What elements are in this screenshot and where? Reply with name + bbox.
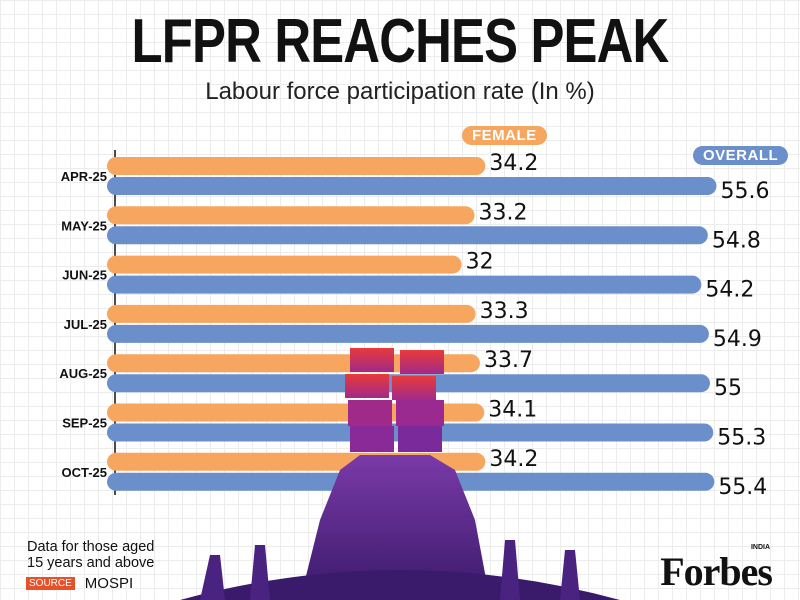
category-label: AUG-25 (59, 366, 107, 381)
bar-overall (107, 177, 717, 195)
bar-female (107, 206, 475, 225)
source: SOURCE MOSPI (26, 575, 133, 592)
bar-overall (107, 275, 702, 294)
footnote-line-2: 15 years and above (27, 555, 155, 571)
category-label: MAY-25 (61, 218, 107, 233)
bar-overall (107, 324, 709, 343)
data-label-female: 33.7 (484, 348, 533, 373)
data-label-female: 34.2 (489, 447, 538, 472)
data-label-female: 34.2 (489, 151, 538, 176)
data-label-overall: 55.3 (717, 426, 766, 451)
data-label-overall: 55 (714, 376, 742, 401)
data-label-overall: 54.9 (713, 327, 762, 352)
footnote-line-1: Data for those aged (27, 539, 155, 555)
category-label: SEP-25 (62, 416, 107, 431)
data-label-overall: 54.8 (712, 228, 761, 253)
bar-overall (107, 226, 708, 245)
category-label: JUN-25 (62, 268, 107, 283)
chart-subtitle: Labour force participation rate (In %) (205, 78, 595, 105)
category-label: JUL-25 (64, 317, 107, 332)
data-label-female: 33.2 (479, 200, 528, 225)
data-label-female: 32 (466, 250, 494, 275)
legend-overall: OVERALL (693, 146, 789, 165)
forbes-india-logo: Forbes INDIA (660, 544, 773, 594)
chart-title: LFPR REACHES PEAK (131, 7, 670, 76)
bar-female (107, 157, 486, 175)
category-label: OCT-25 (61, 465, 107, 480)
data-label-female: 33.3 (480, 299, 529, 324)
data-label-overall: 55.4 (718, 475, 767, 500)
data-label-overall: 55.6 (720, 179, 769, 204)
footnote: Data for those aged 15 years and above (27, 539, 154, 571)
legend-female: FEMALE (462, 126, 547, 145)
source-name: MOSPI (84, 575, 134, 592)
bar-female (107, 255, 462, 274)
bar-female (107, 304, 476, 323)
data-label-female: 34.1 (488, 398, 537, 423)
category-label: APR-25 (61, 169, 107, 184)
data-label-overall: 54.2 (705, 278, 754, 303)
source-badge: SOURCE (26, 577, 75, 590)
workers-silhouette-illustration (180, 348, 620, 600)
